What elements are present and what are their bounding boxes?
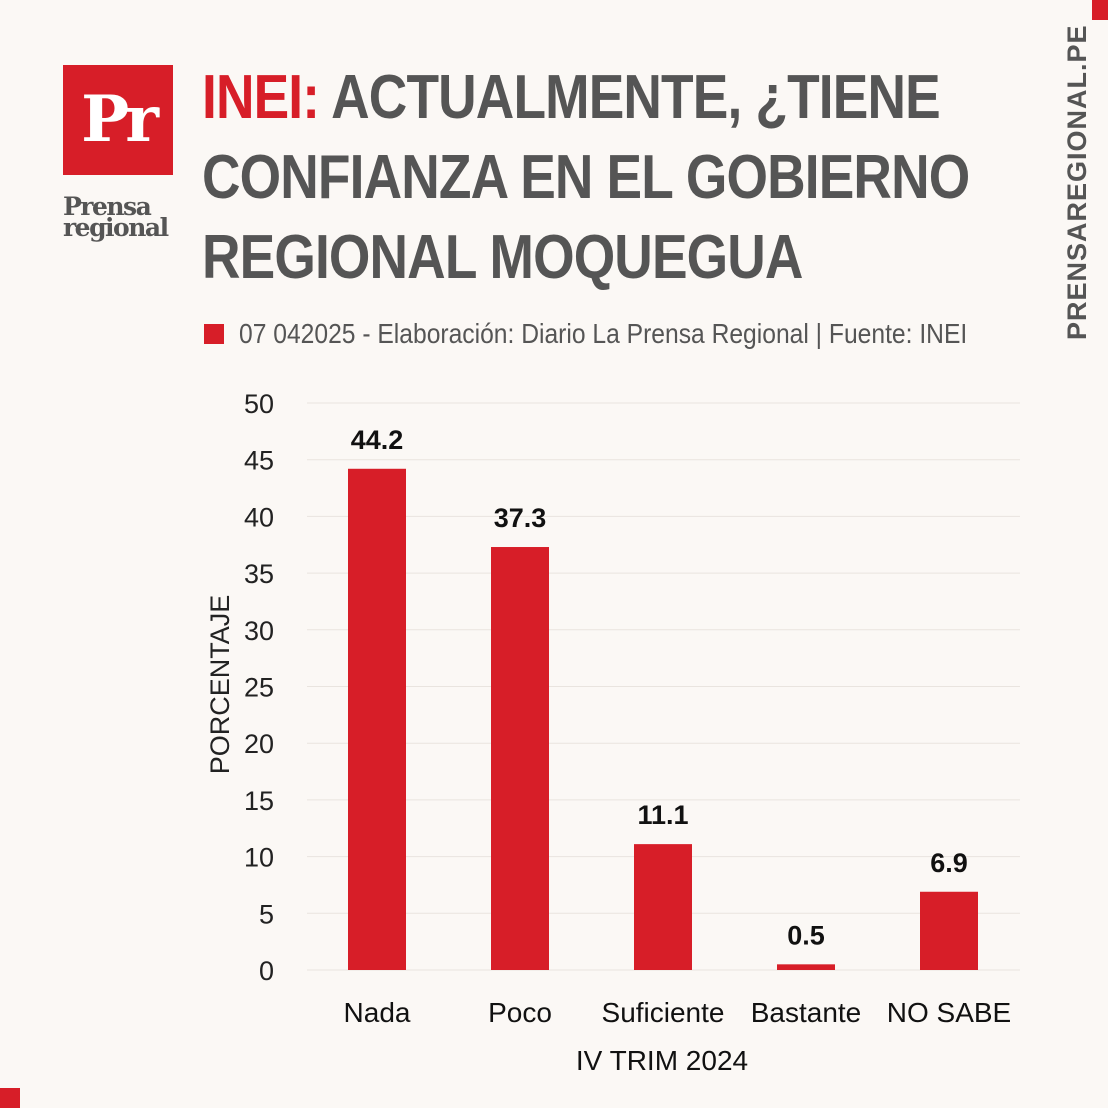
x-tick-label-1: Poco bbox=[488, 997, 552, 1028]
x-tick-label-3: Bastante bbox=[751, 997, 862, 1028]
y-tick-label-5: 5 bbox=[259, 899, 274, 929]
corner-accent-bottom-left bbox=[0, 1088, 20, 1108]
data-label-2: 11.1 bbox=[637, 800, 688, 830]
headline-line-1-text: ACTUALMENTE, ¿TIENE bbox=[331, 63, 941, 132]
y-tick-label-15: 15 bbox=[244, 786, 274, 816]
x-tick-label-0: Nada bbox=[344, 997, 411, 1028]
data-label-0: 44.2 bbox=[351, 425, 404, 455]
y-tick-label-20: 20 bbox=[244, 729, 274, 759]
bar-poco bbox=[491, 547, 549, 970]
headline-accent: INEI: bbox=[202, 63, 320, 132]
logo-mark: Pr bbox=[63, 65, 173, 175]
headline-line-2: CONFIANZA EN EL GOBIERNO bbox=[202, 143, 970, 212]
x-tick-label-2: Suficiente bbox=[602, 997, 725, 1028]
corner-accent-top-right bbox=[1092, 0, 1108, 20]
y-tick-label-50: 50 bbox=[244, 389, 274, 419]
logo-mark-text: Pr bbox=[81, 82, 159, 157]
data-label-3: 0.5 bbox=[787, 920, 825, 950]
x-tick-label-4: NO SABE bbox=[887, 997, 1011, 1028]
source-square-icon bbox=[204, 324, 224, 344]
headline-line-3: REGIONAL MOQUEGUA bbox=[202, 223, 803, 292]
bar-nada bbox=[348, 468, 406, 970]
bar-suficiente bbox=[634, 844, 692, 970]
source-text: 07 042025 - Elaboración: Diario La Prens… bbox=[239, 318, 968, 349]
source-note: 07 042025 - Elaboración: Diario La Prens… bbox=[204, 318, 1067, 350]
logo-wordmark: Prensa regional bbox=[63, 192, 183, 242]
y-axis-title: PORCENTAJE bbox=[205, 595, 235, 775]
data-label-4: 6.9 bbox=[930, 848, 968, 878]
y-tick-label-30: 30 bbox=[244, 616, 274, 646]
y-tick-label-10: 10 bbox=[244, 843, 274, 873]
data-label-1: 37.3 bbox=[494, 503, 547, 533]
x-axis-title: IV TRIM 2024 bbox=[576, 1045, 748, 1076]
bar-no-sabe bbox=[920, 891, 978, 970]
y-tick-label-40: 40 bbox=[244, 502, 274, 532]
headline-line-1: INEI: ACTUALMENTE, ¿TIENE bbox=[202, 58, 941, 138]
y-tick-label-45: 45 bbox=[244, 446, 274, 476]
y-tick-label-35: 35 bbox=[244, 559, 274, 589]
logo-word-regional: regional bbox=[63, 213, 169, 242]
page-title: INEI: ACTUALMENTE, ¿TIENE CONFIANZA EN E… bbox=[202, 58, 970, 298]
y-tick-label-25: 25 bbox=[244, 673, 274, 703]
bar-bastante bbox=[777, 964, 835, 970]
y-tick-label-0: 0 bbox=[259, 956, 274, 986]
logo-word-prensa: Prensa bbox=[63, 192, 152, 221]
